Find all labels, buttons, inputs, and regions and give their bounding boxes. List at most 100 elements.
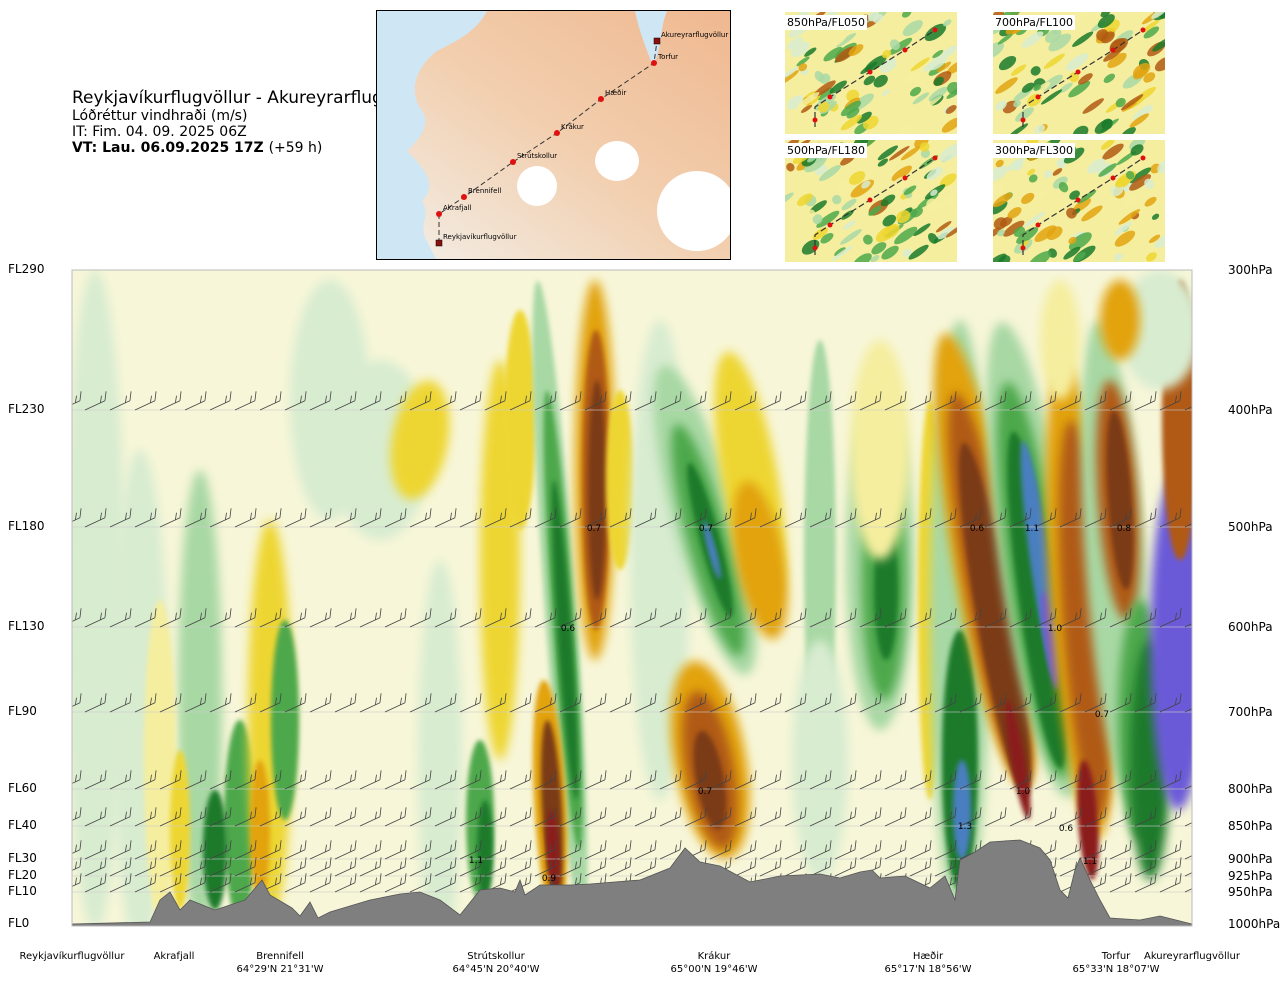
wind-barb	[409, 508, 432, 528]
field-region	[953, 760, 971, 860]
wind-barb	[509, 840, 532, 860]
wind-barb	[409, 873, 432, 893]
wind-barb	[734, 270, 756, 271]
wind-barb	[1009, 391, 1032, 411]
mini-map-blob	[1132, 63, 1151, 78]
wind-barb	[484, 391, 507, 411]
mini-map-blob	[880, 194, 896, 207]
wind-barb	[1059, 840, 1082, 860]
mini-map-blob	[1045, 28, 1062, 43]
wind-barb	[1159, 807, 1182, 827]
wind-barb	[559, 840, 582, 860]
waypoint-name: Brennifell	[256, 951, 304, 962]
wind-barb	[234, 270, 256, 271]
mini-map-blob	[1129, 174, 1151, 191]
mini-map-blob	[902, 248, 912, 258]
wind-barb	[559, 608, 582, 628]
mini-map-blob	[993, 192, 1013, 208]
wind-barb	[159, 608, 182, 628]
wind-barb	[959, 270, 981, 271]
wind-barb	[384, 608, 407, 628]
mini-map-blob	[909, 86, 922, 97]
wind-barb	[834, 840, 857, 860]
mini-map-blob	[930, 189, 938, 197]
wind-barb	[409, 608, 432, 628]
wind-barb	[209, 508, 232, 528]
wind-barb	[84, 693, 107, 713]
contour-label: 0.6	[1059, 824, 1074, 834]
mini-map-blob	[896, 210, 911, 224]
mini-map-blob	[902, 20, 923, 37]
wind-barb	[934, 693, 957, 713]
mini-map-blob	[1021, 192, 1035, 205]
wind-barb	[684, 391, 707, 411]
mini-map-blob	[804, 154, 828, 173]
wind-barb	[634, 857, 657, 877]
pressure-level-label: 300hPa	[1228, 263, 1273, 277]
mini-map-blob	[877, 158, 889, 167]
mini-map-blob	[1100, 140, 1115, 150]
wind-barb	[434, 873, 457, 893]
mini-map-blob	[785, 192, 794, 205]
wind-barb	[434, 840, 457, 860]
mini-route-point	[1110, 175, 1116, 181]
mini-map-blob	[928, 232, 938, 244]
wind-barb	[1184, 400, 1192, 411]
wind-barb	[84, 807, 107, 827]
mini-map-blob	[941, 117, 957, 133]
wind-barb	[184, 608, 207, 628]
mini-map-blob	[1081, 205, 1103, 222]
wind-barb	[234, 873, 257, 893]
mini-map-blob	[1048, 33, 1072, 52]
wind-barb	[1159, 508, 1182, 528]
wind-barb	[1084, 508, 1107, 528]
glacier-1	[595, 141, 639, 181]
mini-map-blob	[870, 255, 880, 262]
wind-barb	[1184, 816, 1192, 827]
wind-barb	[784, 770, 807, 790]
wind-barb	[709, 770, 732, 790]
wind-barb	[1059, 693, 1082, 713]
wind-barb	[334, 270, 356, 271]
wind-barb	[1009, 508, 1032, 528]
wind-barb	[1109, 840, 1132, 860]
pressure-level-label: 900hPa	[1228, 852, 1273, 866]
mini-map-blob	[900, 146, 921, 161]
wind-barb	[72, 840, 82, 860]
mini-map-blob	[1034, 225, 1057, 243]
wind-barb	[584, 270, 606, 271]
wind-barb	[159, 391, 182, 411]
mini-map-blob	[939, 143, 957, 162]
wind-barb	[284, 391, 307, 411]
wind-barb	[534, 840, 557, 860]
wind-barb	[334, 391, 357, 411]
wind-barb	[684, 508, 707, 528]
wind-barb	[109, 391, 132, 411]
mini-route-point	[1110, 47, 1116, 53]
wind-barb	[584, 693, 607, 713]
wind-barb	[209, 873, 232, 893]
wind-barb	[984, 391, 1007, 411]
wind-barb	[84, 608, 107, 628]
contour-label: 1.0	[1048, 624, 1063, 634]
wind-barb	[1059, 770, 1082, 790]
wind-barb	[384, 770, 407, 790]
wind-barb	[509, 693, 532, 713]
mini-route-point	[902, 47, 908, 53]
wind-barb	[209, 807, 232, 827]
chart-title: Reykjavíkurflugvöllur - Akureyrarflugvöl…	[72, 88, 431, 108]
wind-barb	[809, 270, 831, 271]
mini-map-blob	[900, 124, 914, 134]
mini-map-blob	[871, 242, 887, 255]
wind-barb	[109, 873, 132, 893]
wind-barb	[459, 807, 482, 827]
field-region	[1040, 280, 1080, 400]
mini-map-blob	[1087, 158, 1106, 174]
mini-map-blob	[861, 180, 871, 189]
wind-barb	[634, 770, 657, 790]
mini-map-blob	[901, 12, 912, 18]
wind-barb	[884, 857, 907, 877]
wind-barb	[184, 807, 207, 827]
fjord	[635, 11, 667, 66]
mini-map-blob	[882, 224, 900, 239]
